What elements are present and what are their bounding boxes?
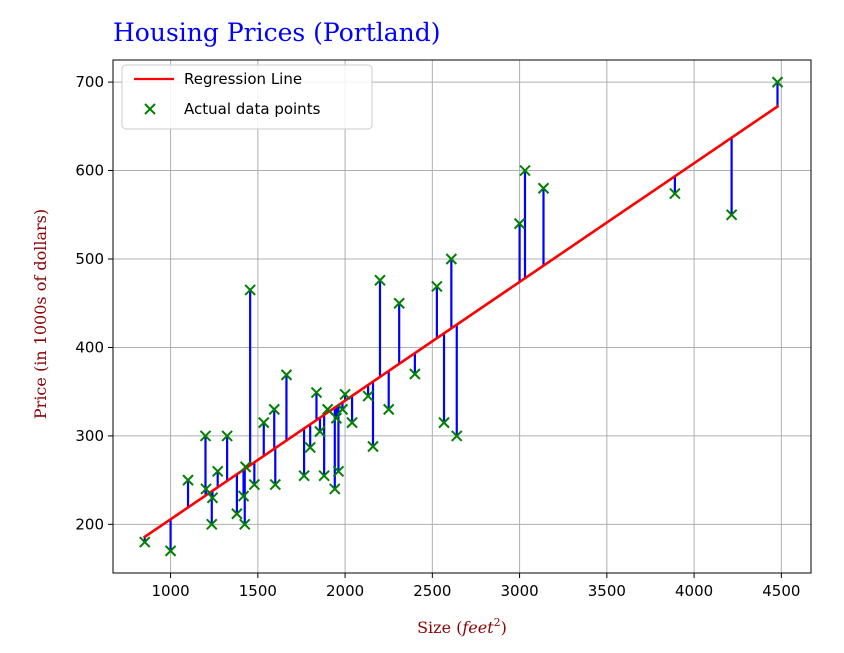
data-point	[329, 483, 341, 495]
y-tick-label: 600	[75, 162, 104, 180]
data-point	[200, 483, 212, 495]
x-tick-label: 3500	[588, 582, 626, 600]
data-point	[206, 518, 218, 531]
data-point	[332, 465, 345, 477]
x-axis-label-text: Size (	[417, 618, 462, 637]
axes: 1000 1500 2000 2500 3000 3500 4000 4500 200 300 40…	[75, 59, 812, 600]
x-tick-label: 1500	[239, 582, 277, 600]
data-point	[231, 508, 243, 520]
data-point	[445, 253, 458, 265]
legend-box	[121, 64, 373, 130]
data-point	[431, 280, 443, 293]
data-point	[164, 545, 177, 557]
data-point	[336, 403, 349, 416]
grid-lines	[113, 60, 811, 573]
x-tick-label: 1000	[151, 582, 189, 600]
x-axis-label-close: )	[501, 618, 507, 637]
data-point	[139, 536, 151, 548]
regression-line-layer	[142, 104, 780, 539]
y-axis-label: Price (in 1000s of dollars)	[31, 209, 50, 419]
data-point	[239, 518, 251, 531]
data-point	[258, 416, 270, 429]
y-tick-label: 400	[75, 338, 104, 356]
data-point	[314, 425, 326, 438]
regression-line	[142, 104, 780, 539]
y-tick-label: 500	[75, 250, 104, 268]
legend-regression-label: Regression Line	[184, 70, 302, 88]
x-tick-label: 4000	[675, 582, 713, 600]
legend: Regression Line Actual data points	[121, 64, 373, 130]
data-point	[206, 492, 219, 504]
plot-frame	[112, 59, 812, 574]
data-point	[298, 469, 310, 482]
data-point	[339, 388, 351, 401]
data-point	[310, 386, 323, 399]
legend-points-label: Actual data points	[184, 100, 321, 118]
data-point	[321, 403, 334, 416]
data-point	[346, 416, 358, 429]
y-tick-label: 700	[75, 73, 104, 91]
data-point	[280, 369, 293, 381]
data-point	[221, 430, 233, 442]
x-tick-label: 2500	[413, 582, 451, 600]
data-point	[330, 412, 343, 424]
x-axis-label-variable: feet	[461, 618, 494, 637]
data-point	[725, 209, 738, 221]
data-point	[268, 403, 280, 416]
data-point	[367, 440, 379, 453]
residual-lines	[143, 82, 779, 551]
data-point	[409, 368, 421, 380]
data-point	[383, 403, 395, 416]
data-point	[239, 461, 252, 473]
data-point	[362, 390, 374, 402]
data-point	[537, 182, 550, 194]
data-point	[182, 474, 194, 486]
legend-point-swatch	[144, 103, 156, 115]
x-tick-label: 2000	[326, 582, 364, 600]
data-point	[519, 164, 531, 177]
data-point	[237, 490, 250, 502]
data-point	[304, 441, 316, 454]
data-point	[269, 478, 281, 491]
data-point	[374, 274, 386, 286]
data-point	[248, 478, 261, 491]
data-point	[451, 430, 463, 442]
x-axis-label: Size (feet2)	[417, 616, 507, 637]
data-point	[244, 284, 256, 296]
y-tick-label: 200	[75, 515, 104, 533]
data-point	[771, 76, 784, 88]
data-point	[211, 465, 224, 477]
data-point	[669, 187, 681, 200]
y-tick-label: 300	[75, 427, 104, 445]
data-points	[139, 76, 784, 557]
chart-title: Housing Prices (Portland)	[113, 18, 441, 47]
data-point	[393, 297, 405, 309]
x-tick-label: 4500	[762, 582, 800, 600]
data-point	[318, 469, 330, 482]
x-axis-label-exponent: 2	[494, 616, 501, 629]
x-tick-label: 3000	[500, 582, 538, 600]
data-point	[513, 217, 526, 230]
data-point	[438, 416, 450, 429]
data-point	[199, 430, 212, 442]
